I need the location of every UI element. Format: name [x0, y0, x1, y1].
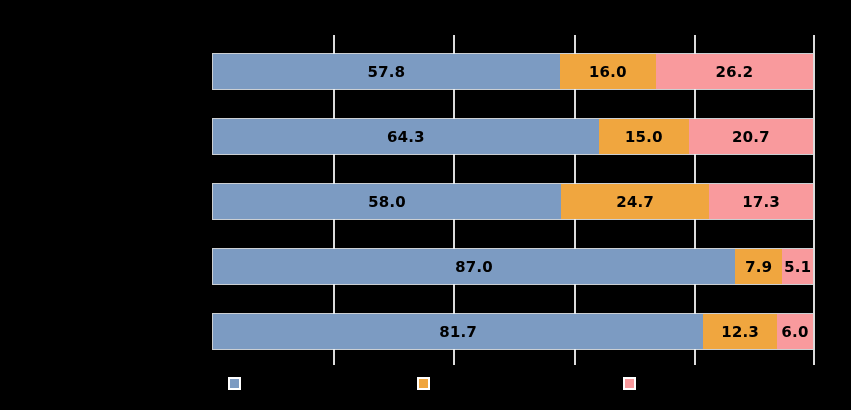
bar-segment-orange: 24.7: [561, 184, 710, 219]
bar-row: 81.7 12.3 6.0: [212, 313, 814, 350]
bar-segment-orange: 15.0: [598, 119, 689, 154]
value-label: 87.0: [455, 257, 493, 276]
value-label: 5.1: [784, 257, 812, 276]
legend-swatch-pink: [623, 377, 636, 390]
value-label: 16.0: [588, 62, 627, 81]
value-label: 24.7: [616, 192, 654, 211]
value-label: 12.3: [721, 322, 759, 341]
bar-segment-blue: 58.0: [213, 184, 561, 219]
value-label: 57.8: [367, 62, 406, 81]
bar-segment-blue: 64.3: [213, 119, 599, 154]
value-label: 26.2: [715, 62, 754, 81]
value-label: 17.3: [742, 192, 780, 211]
bar-segment-pink: 17.3: [709, 184, 813, 219]
bar-row: 57.8 16.0 26.2: [212, 53, 814, 90]
value-label: 20.7: [731, 127, 770, 146]
value-label: 6.0: [781, 322, 809, 341]
bar-segment-blue: 81.7: [213, 314, 704, 349]
value-label: 64.3: [386, 127, 425, 146]
bar-row: 58.0 24.7 17.3: [212, 183, 814, 220]
value-label: 81.7: [439, 322, 477, 341]
gridline: [813, 35, 815, 365]
bar-segment-orange: 7.9: [735, 249, 783, 284]
bar-segment-orange: 12.3: [703, 314, 777, 349]
value-label: 58.0: [368, 192, 406, 211]
legend-swatch-blue: [228, 377, 241, 390]
bar-row: 64.3 15.0 20.7: [212, 118, 814, 155]
value-label: 7.9: [745, 257, 773, 276]
bar-segment-blue: 57.8: [213, 54, 560, 89]
legend-swatch-orange: [417, 377, 430, 390]
bar-row: 87.0 7.9 5.1: [212, 248, 814, 285]
bar-segment-orange: 16.0: [559, 54, 656, 89]
bar-segment-pink: 5.1: [782, 249, 813, 284]
bar-segment-blue: 87.0: [213, 249, 735, 284]
value-label: 15.0: [624, 127, 663, 146]
bar-segment-pink: 26.2: [655, 54, 813, 89]
plot-area: 57.8 16.0 26.2 64.3 15.0 20.7 58.0 24.7 17.3 87.0…: [212, 35, 815, 365]
bar-segment-pink: 20.7: [688, 119, 813, 154]
bar-segment-pink: 6.0: [777, 314, 813, 349]
